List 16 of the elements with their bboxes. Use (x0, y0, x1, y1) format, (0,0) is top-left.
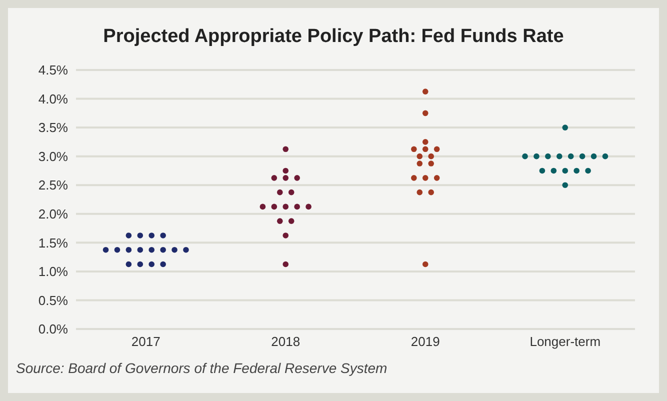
y-tick-label: 4.0% (38, 91, 68, 106)
chart-title: Projected Appropriate Policy Path: Fed Funds Rate (102, 26, 565, 48)
x-tick-label: 2018 (271, 334, 300, 350)
y-tick-label: 0.0% (38, 322, 68, 337)
y-tick-label: 3.0% (38, 148, 68, 164)
y-tick-label: 1.5% (38, 235, 68, 250)
y-tick-label: 2.5% (38, 178, 68, 193)
y-tick-label: 0.5% (38, 292, 68, 308)
y-tick-label: 3.5% (38, 120, 68, 136)
source-note: Source: Board of Governors of the Federal Reserve System (16, 360, 388, 376)
x-tick-label: Longer-term (530, 334, 601, 350)
y-tick-label: 2.0% (38, 206, 68, 222)
y-tick-label: 4.5% (38, 62, 68, 78)
x-tick-label: 2017 (131, 334, 160, 350)
y-tick-label: 1.0% (38, 264, 68, 280)
x-tick-label: 2019 (410, 334, 440, 350)
